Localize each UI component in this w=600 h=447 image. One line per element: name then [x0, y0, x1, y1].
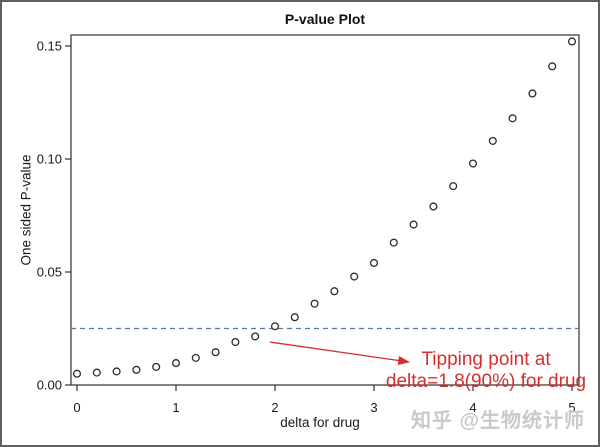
x-tick-label: 5 — [568, 400, 575, 415]
chart-title: P-value Plot — [284, 11, 366, 27]
data-point — [72, 369, 82, 378]
annotation-arrow — [269, 341, 410, 365]
annotation-line-1: Tipping point at — [421, 349, 551, 370]
data-point — [429, 202, 438, 211]
data-point — [290, 313, 299, 322]
data-point — [409, 220, 418, 229]
y-tick-label: 0.00 — [37, 378, 62, 393]
data-point — [508, 114, 517, 123]
data-point — [389, 238, 398, 247]
plot-frame — [70, 34, 580, 386]
data-point — [468, 159, 478, 168]
y-tick-label: 0.15 — [37, 39, 62, 54]
x-tick-label: 4 — [469, 400, 476, 415]
x-tick-label: 1 — [172, 400, 179, 415]
data-point — [92, 368, 101, 377]
data-point — [567, 37, 577, 46]
data-point — [310, 299, 319, 308]
y-tick-label: 0.10 — [37, 152, 62, 167]
x-axis-label: delta for drug — [280, 415, 360, 430]
data-point — [528, 89, 537, 98]
tipping-point-annotation: Tipping point at delta=1.8(90%) for drug — [370, 349, 598, 392]
y-tick-label: 0.05 — [37, 265, 62, 280]
x-tick-label: 0 — [73, 400, 80, 415]
data-point — [171, 359, 181, 368]
x-tick-label: 2 — [271, 400, 278, 415]
data-point — [132, 365, 141, 374]
watermark-text: 知乎 @生物统计师 — [410, 410, 585, 432]
data-point — [112, 367, 121, 376]
data-point — [231, 338, 240, 347]
data-point — [270, 322, 280, 331]
data-point — [488, 136, 497, 145]
data-point — [350, 272, 359, 281]
data-point — [211, 348, 220, 357]
annotation-line-2: delta=1.8(90%) for drug — [385, 370, 587, 392]
data-point — [369, 258, 379, 268]
data-point — [152, 362, 161, 371]
x-tick-label: 3 — [370, 400, 377, 415]
data-point — [449, 182, 458, 191]
data-point — [548, 62, 557, 71]
data-point — [251, 332, 260, 341]
data-point — [330, 287, 339, 296]
data-point — [191, 353, 200, 362]
